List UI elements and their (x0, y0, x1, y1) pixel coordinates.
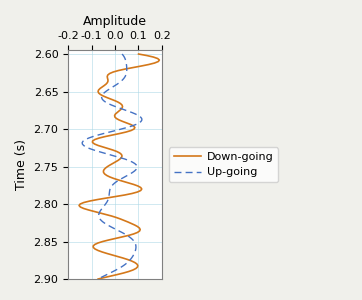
Up-going (107, 195, 111, 198)
Down-going (96, 277, 100, 281)
Up-going (98, 210, 102, 213)
Up-going (120, 52, 124, 56)
Up-going (101, 132, 106, 135)
X-axis label: Amplitude: Amplitude (83, 15, 147, 28)
Down-going (117, 132, 122, 135)
Down-going (114, 195, 118, 198)
Down-going (115, 273, 119, 276)
Y-axis label: Time (s): Time (s) (15, 139, 28, 190)
Down-going (139, 189, 143, 192)
Down-going (92, 210, 97, 213)
Up-going (132, 162, 137, 165)
Legend: Down-going, Up-going: Down-going, Up-going (169, 147, 278, 182)
Line: Up-going: Up-going (82, 54, 142, 279)
Up-going (96, 277, 100, 281)
Down-going (110, 162, 115, 165)
Line: Down-going: Down-going (79, 54, 159, 279)
Up-going (105, 273, 109, 276)
Up-going (108, 189, 112, 192)
Down-going (136, 52, 141, 56)
